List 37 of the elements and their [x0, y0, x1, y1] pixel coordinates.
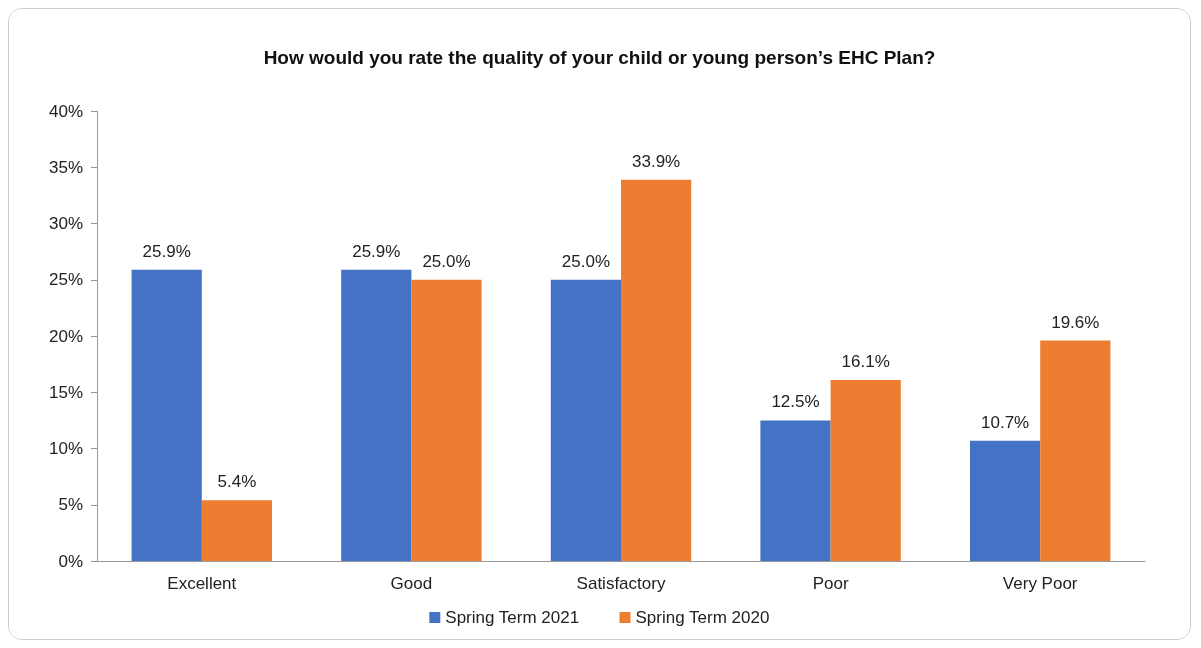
data-label: 33.9%: [632, 151, 681, 171]
y-tick-label: 15%: [48, 382, 83, 402]
data-label: 12.5%: [771, 392, 820, 412]
chart-title: How would you rate the quality of your child or young person’s EHC Plan?: [263, 46, 936, 68]
bar: [1040, 340, 1111, 561]
y-tick-label: 10%: [48, 439, 83, 458]
data-label: 25.9%: [352, 241, 401, 261]
bar: [411, 279, 482, 561]
x-tick-label: Very Poor: [1002, 574, 1078, 593]
bar: [131, 269, 202, 561]
data-label: 19.6%: [1051, 312, 1100, 332]
data-label: 10.7%: [980, 412, 1030, 432]
legend-label: Spring Term 2021: [445, 608, 580, 627]
bar: [830, 379, 901, 561]
data-label: 25.9%: [142, 241, 191, 261]
x-tick-label: Good: [390, 574, 433, 593]
bar: [201, 500, 273, 561]
x-tick-label: Excellent: [167, 574, 237, 593]
data-label: 25.0%: [422, 251, 471, 271]
legend-label: Spring Term 2020: [635, 608, 770, 627]
bar: [621, 179, 692, 561]
data-label: 25.0%: [561, 251, 610, 271]
y-tick-label: 35%: [48, 157, 83, 177]
y-tick-label: 25%: [48, 270, 83, 290]
y-tick-label: 5%: [58, 495, 83, 515]
bar: [760, 420, 831, 561]
bar: [969, 440, 1041, 561]
bar: [550, 279, 621, 561]
data-label: 16.1%: [841, 351, 890, 371]
y-tick-label: 40%: [48, 101, 83, 121]
x-tick-label: Satisfactory: [576, 574, 666, 593]
bar: [341, 269, 412, 561]
data-label: 5.4%: [217, 472, 257, 492]
y-tick-label: 20%: [48, 326, 83, 346]
x-tick-label: Poor: [812, 574, 849, 593]
y-tick-label: 0%: [58, 551, 83, 571]
y-tick-label: 30%: [48, 214, 83, 233]
